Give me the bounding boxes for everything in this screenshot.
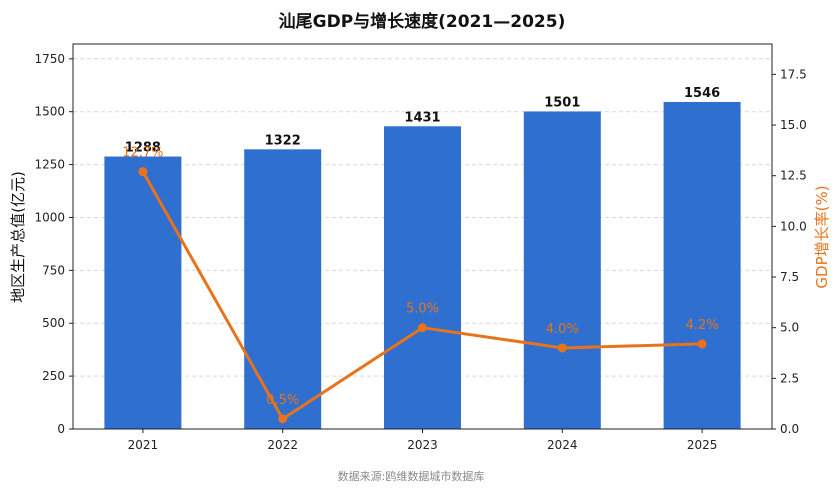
right-tick-label: 0.0 (780, 422, 799, 436)
x-tick-label: 2021 (128, 438, 159, 452)
right-tick-label: 10.0 (780, 219, 807, 233)
growth-point (418, 323, 427, 333)
gdp-bar (244, 149, 322, 429)
x-tick-label: 2024 (547, 438, 578, 452)
chart-title: 汕尾GDP与增长速度(2021—2025) (279, 11, 566, 32)
left-axis-label: 地区生产总值(亿元) (9, 171, 27, 303)
left-tick-label: 1000 (34, 210, 65, 224)
left-tick-label: 1250 (34, 158, 65, 172)
bar-series (104, 101, 741, 430)
left-tick-label: 750 (42, 263, 65, 277)
gdp-bar (523, 111, 601, 429)
growth-point (697, 339, 707, 349)
growth-rate-label: 5.0% (406, 302, 439, 317)
left-axis-ticks: 0 250 500 750 1000 1250 1500 1750 (34, 52, 73, 436)
growth-rate-label: 0.5% (266, 393, 299, 408)
gdp-bar (384, 126, 461, 430)
right-tick-label: 17.5 (780, 67, 807, 81)
bar-value-label: 1322 (265, 133, 301, 148)
bar-value-label: 1288 (125, 141, 161, 156)
bar-value-label: 1501 (544, 95, 580, 110)
right-tick-label: 2.5 (780, 371, 799, 385)
bar-value-label: 1431 (404, 110, 440, 125)
left-tick-label: 1750 (34, 52, 65, 66)
right-tick-label: 5.0 (780, 321, 799, 335)
right-axis-ticks: 0.0 2.5 5.0 7.5 10.0 12.5 15.0 17.5 (772, 67, 807, 436)
grid-lines (73, 58, 772, 377)
growth-rate-label: 4.2% (686, 318, 719, 333)
right-tick-label: 12.5 (780, 169, 807, 183)
gdp-bar (104, 156, 182, 430)
x-tick-label: 2023 (407, 438, 438, 452)
right-tick-label: 7.5 (780, 270, 799, 284)
growth-point (138, 167, 148, 177)
growth-rate-label: 4.0% (546, 322, 579, 337)
left-tick-label: 1500 (34, 105, 65, 119)
growth-point (557, 343, 567, 353)
data-source-note: 数据来源:鸥维数据城市数据库 (338, 469, 485, 483)
growth-rate-label: 12.7% (122, 146, 163, 161)
x-axis-ticks: 2021 2022 2023 2024 2025 (128, 429, 718, 452)
x-tick-label: 2025 (687, 438, 718, 452)
bar-value-label: 1546 (684, 86, 720, 101)
left-tick-label: 500 (42, 316, 65, 330)
left-tick-label: 0 (57, 422, 65, 436)
gdp-bar (663, 101, 741, 429)
left-tick-label: 250 (42, 369, 65, 383)
right-tick-label: 15.0 (780, 118, 807, 132)
growth-rate-labels: 12.7% 0.5% 5.0% 4.0% 4.2% (122, 146, 718, 408)
growth-line-series (138, 167, 707, 424)
growth-point (278, 414, 288, 424)
right-axis-label: GDP增长率(%) (813, 185, 831, 288)
x-tick-label: 2022 (267, 438, 298, 452)
bar-value-labels: 1288 1322 1431 1501 1546 (125, 86, 720, 156)
